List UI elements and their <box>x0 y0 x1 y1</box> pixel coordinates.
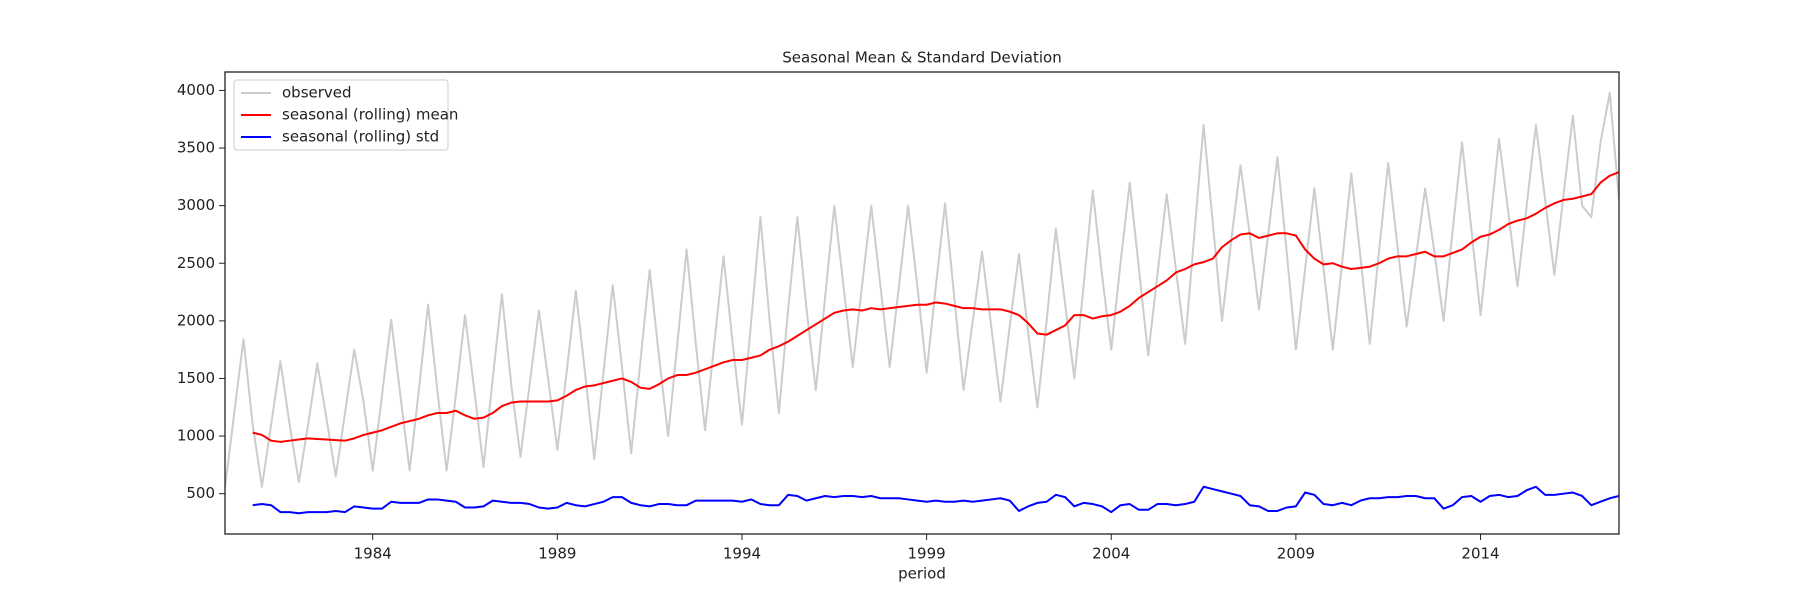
plot-frame <box>224 71 1620 535</box>
y-tick-label: 2500 <box>177 254 215 272</box>
series-line <box>225 91 1619 489</box>
legend-label: seasonal (rolling) mean <box>282 106 458 124</box>
x-tick-label: 1984 <box>354 545 392 563</box>
y-tick-label: 500 <box>186 484 215 502</box>
series-line <box>252 485 1619 515</box>
y-tick-label: 3500 <box>177 139 215 157</box>
y-tick-label: 4000 <box>177 81 215 99</box>
x-tick-label: 2014 <box>1461 545 1499 563</box>
x-tick-label: 1999 <box>908 545 946 563</box>
y-tick-label: 2000 <box>177 311 215 329</box>
x-axis-label: period <box>898 565 946 583</box>
legend-label: observed <box>282 84 352 102</box>
y-tick-label: 1500 <box>177 369 215 387</box>
legend-box <box>233 79 449 151</box>
x-tick-label: 2009 <box>1277 545 1315 563</box>
x-tick-label: 2004 <box>1092 545 1130 563</box>
y-tick-label: 3000 <box>177 196 215 214</box>
y-tick-label: 1000 <box>177 427 215 445</box>
series-line <box>252 171 1619 443</box>
x-tick-label: 1994 <box>723 545 761 563</box>
legend-label: seasonal (rolling) std <box>282 128 439 146</box>
chart-title: Seasonal Mean & Standard Deviation <box>782 49 1061 67</box>
x-tick-label: 1989 <box>538 545 576 563</box>
